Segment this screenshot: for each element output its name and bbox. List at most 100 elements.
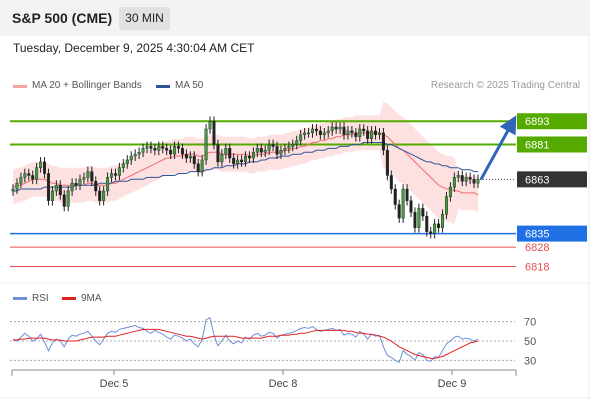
ma50-legend-label: MA 50 (175, 80, 204, 91)
candle-body (169, 150, 173, 155)
candle-body (271, 144, 275, 147)
candle-body (314, 128, 318, 132)
candle-body (421, 208, 425, 217)
candle-body (405, 188, 409, 201)
candle-body (393, 188, 397, 205)
candle-body (255, 148, 259, 153)
candle-body (145, 146, 149, 149)
candle-body (389, 175, 393, 190)
candle-body (441, 214, 445, 228)
rsi-legend-swatch (13, 297, 27, 300)
candle-body (240, 159, 244, 163)
candle-body (448, 186, 452, 197)
candle-body (46, 173, 50, 201)
candle-body (173, 146, 177, 155)
candle-body (377, 132, 381, 136)
level-tag-6881 (517, 136, 587, 153)
candle-body (70, 183, 74, 192)
candle-body (247, 155, 251, 159)
level-label-6863: 6863 (525, 174, 549, 186)
x-tick-label: Dec 5 (100, 378, 129, 390)
level-label-6818: 6818 (525, 262, 549, 274)
candle-body (102, 190, 106, 201)
candle-body (381, 132, 385, 151)
candle-body (401, 188, 405, 219)
candle-body (444, 196, 448, 215)
level-tag-6893 (517, 113, 587, 130)
candle-body (149, 146, 153, 149)
candle-body (334, 126, 338, 130)
candle-body (117, 167, 121, 176)
candle-body (358, 128, 362, 137)
credit-text: Research © 2025 Trading Central (430, 80, 580, 91)
rsi-legend-label: RSI (32, 293, 49, 304)
candles (11, 116, 480, 239)
candle-body (129, 155, 133, 161)
candle-body (374, 130, 378, 135)
candle-body (464, 177, 468, 182)
candle-body (78, 179, 82, 186)
candle-body (66, 190, 70, 207)
candle-body (208, 121, 212, 130)
candle-body (322, 132, 326, 136)
candle-body (113, 173, 117, 176)
candle-body (177, 146, 181, 149)
candle-body (366, 130, 370, 139)
candle-body (204, 128, 208, 161)
candle-body (318, 130, 322, 135)
candle-body (267, 144, 271, 151)
ma9-legend-swatch (62, 297, 76, 300)
candle-body (27, 173, 31, 176)
candle-body (62, 194, 66, 207)
candle-body (362, 128, 366, 132)
timestamp: Tuesday, December 9, 2025 4:30:04 AM CET (13, 41, 255, 55)
candle-body (125, 159, 129, 165)
level-label-6881: 6881 (525, 139, 549, 151)
candle-body (110, 173, 114, 178)
candle-body (346, 130, 350, 135)
level-tag-6835 (517, 225, 587, 242)
candle-body (370, 130, 374, 139)
candle-body (161, 146, 165, 149)
candle-body (23, 173, 27, 178)
ma20-legend-label: MA 20 + Bollinger Bands (32, 80, 142, 91)
candle-body (310, 128, 314, 134)
candle-body (425, 215, 429, 232)
candle-body (94, 181, 98, 192)
candle-body (283, 148, 287, 151)
candle-body (330, 126, 334, 132)
candle-body (243, 155, 247, 163)
ma50-legend-swatch (156, 85, 170, 88)
timeframe-button[interactable]: 30 MIN (119, 7, 170, 30)
candle-body (133, 153, 137, 157)
candle-body (74, 183, 78, 186)
candle-body (279, 150, 283, 155)
candle-body (417, 208, 421, 228)
candle-body (58, 184, 62, 196)
candle-body (303, 132, 307, 136)
candle-body (429, 231, 433, 234)
candle-body (54, 184, 58, 192)
candle-body (456, 175, 460, 178)
candle-body (232, 157, 236, 165)
candle-body (220, 153, 224, 163)
x-tick-label: Dec 9 (438, 378, 467, 390)
candle-body (295, 140, 299, 145)
candle-body (35, 167, 39, 180)
candle-body (82, 177, 86, 180)
candle-body (385, 150, 389, 176)
candle-body (153, 148, 157, 151)
candle-body (460, 175, 464, 182)
candle-body (326, 130, 330, 134)
level-label-6835: 6835 (525, 229, 549, 241)
candle-body (236, 159, 240, 165)
level-tag-6863 (517, 171, 587, 188)
candle-body (188, 155, 192, 159)
candle-body (141, 148, 145, 153)
candle-body (307, 132, 311, 135)
candle-body (137, 152, 141, 155)
candle-body (165, 148, 169, 151)
rsi-tick-30: 30 (524, 355, 536, 367)
candle-body (413, 212, 417, 228)
